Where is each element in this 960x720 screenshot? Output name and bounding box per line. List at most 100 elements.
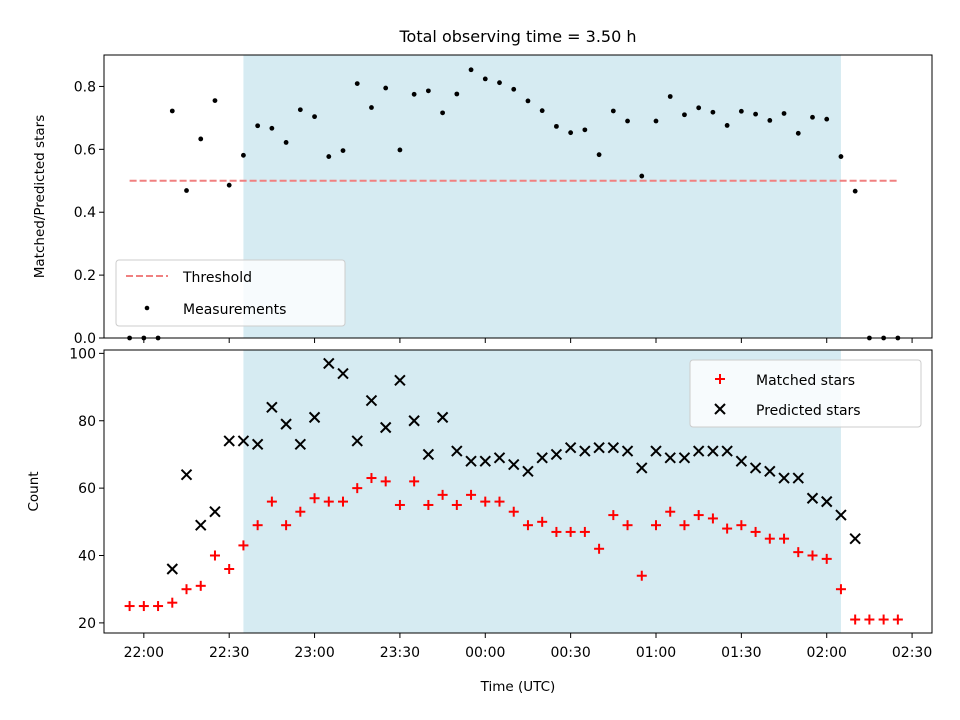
top-legend: Threshold Measurements: [115, 259, 346, 327]
measurement-point: [454, 91, 460, 97]
matched-star-marker: [181, 584, 192, 595]
top-panel: 0.0 0.2 0.4 0.6 0.8 Total observing time = 3…: [32, 27, 933, 347]
measurement-point: [169, 108, 175, 114]
predicted-star-marker: [408, 415, 420, 427]
predicted-star-marker: [237, 435, 250, 447]
top-x-ticks: [143, 338, 913, 343]
measurement-point: [425, 88, 431, 94]
measurement-point: [226, 182, 232, 188]
matched-star-marker: [167, 597, 178, 608]
cross-stroke-b: [764, 465, 776, 477]
measurement-point: [767, 118, 773, 123]
matched-star-marker: [579, 526, 590, 537]
matched-star-marker: [451, 499, 462, 510]
legend-measurements-swatch: [144, 305, 150, 311]
predicted-star-marker: [209, 506, 221, 518]
measurement-point: [497, 80, 502, 86]
predicted-star-marker: [593, 441, 605, 454]
cross-stroke-b: [778, 472, 790, 484]
matched-star-marker: [508, 506, 519, 517]
predicted-star-marker: [621, 445, 634, 457]
matched-star-marker: [195, 580, 206, 591]
matched-star-marker: [864, 614, 875, 625]
measurement-point: [482, 76, 488, 82]
measurement-point: [738, 108, 744, 114]
measurement-point: [283, 140, 289, 145]
measurement-point: [710, 109, 716, 115]
measurement-point: [397, 147, 403, 153]
measurement-points: [127, 67, 901, 341]
measurement-point: [838, 154, 844, 159]
cross-stroke-b: [465, 455, 477, 467]
predicted-star-marker: [749, 462, 762, 474]
matched-star-marker: [651, 520, 661, 531]
matched-star-marker: [238, 540, 249, 551]
matched-star-marker: [565, 526, 576, 537]
matched-star-marker: [394, 499, 405, 510]
matched-star-markers: [124, 473, 903, 625]
matched-star-marker: [252, 520, 263, 531]
y-tick-label: 0.4: [74, 205, 96, 221]
matched-star-marker: [807, 550, 818, 561]
bottom-y-ticks: 20 40 60 80 100: [69, 346, 104, 632]
predicted-star-marker: [707, 445, 719, 457]
cross-stroke-b: [337, 367, 349, 380]
cross-stroke-b: [308, 411, 321, 424]
predicted-star-marker: [379, 421, 392, 434]
y-tick-label: 80: [78, 414, 96, 430]
predicted-star-marker: [465, 455, 477, 467]
matched-star-marker: [380, 476, 391, 487]
matched-star-marker: [594, 543, 605, 554]
matched-star-marker: [437, 489, 448, 500]
measurement-point: [340, 148, 346, 153]
measurement-point: [810, 114, 815, 120]
x-tick-label: 00:30: [550, 645, 590, 661]
predicted-star-marker: [180, 468, 193, 481]
cross-stroke-b: [408, 415, 420, 427]
x-tick-label: 22:00: [124, 645, 164, 661]
predicted-star-marker: [522, 465, 534, 477]
bottom-legend: Matched stars Predicted stars: [689, 359, 922, 428]
y-tick-label: 40: [78, 549, 96, 565]
predicted-star-marker: [251, 438, 264, 451]
matched-star-marker: [892, 614, 903, 625]
predicted-star-marker: [607, 441, 620, 454]
measurement-point: [696, 105, 702, 111]
matched-star-marker: [209, 550, 220, 561]
predicted-star-marker: [323, 357, 335, 370]
cross-stroke-b: [522, 465, 534, 477]
matched-star-marker: [466, 489, 477, 500]
matched-star-marker: [551, 526, 562, 537]
predicted-star-marker: [664, 452, 676, 464]
predicted-star-marker: [493, 452, 506, 464]
predicted-star-marker: [849, 532, 861, 545]
cross-stroke-b: [664, 452, 676, 464]
predicted-star-marker: [479, 455, 491, 467]
y-tick-label: 0.6: [74, 142, 96, 158]
matched-star-marker: [352, 483, 363, 494]
cross-stroke-b: [579, 445, 591, 457]
measurement-point: [753, 111, 758, 117]
legend-matched-label: Matched stars: [756, 373, 855, 389]
matched-star-marker: [636, 570, 647, 581]
chart-title: Total observing time = 3.50 h: [398, 27, 636, 46]
measurement-point: [241, 152, 246, 158]
x-tick-label: 23:30: [380, 645, 420, 661]
matched-star-marker: [764, 533, 775, 544]
cross-stroke-b: [294, 438, 307, 451]
matched-star-marker: [793, 547, 804, 558]
predicted-star-marker: [650, 445, 662, 457]
predicted-star-marker: [764, 465, 776, 477]
y-tick-label: 60: [78, 481, 96, 497]
cross-stroke-b: [180, 468, 193, 481]
legend-cross-marker: [714, 403, 726, 415]
top-y-ticks: 0.0 0.2 0.4 0.6 0.8: [74, 79, 104, 347]
cross-stroke-b: [593, 441, 605, 454]
cross-stroke-b: [280, 418, 292, 430]
measurement-point: [269, 125, 275, 131]
predicted-star-marker: [308, 411, 321, 424]
matched-star-marker: [537, 516, 548, 527]
matched-star-marker: [608, 510, 619, 521]
cross-stroke-b: [792, 472, 804, 484]
measurement-point: [511, 86, 517, 92]
